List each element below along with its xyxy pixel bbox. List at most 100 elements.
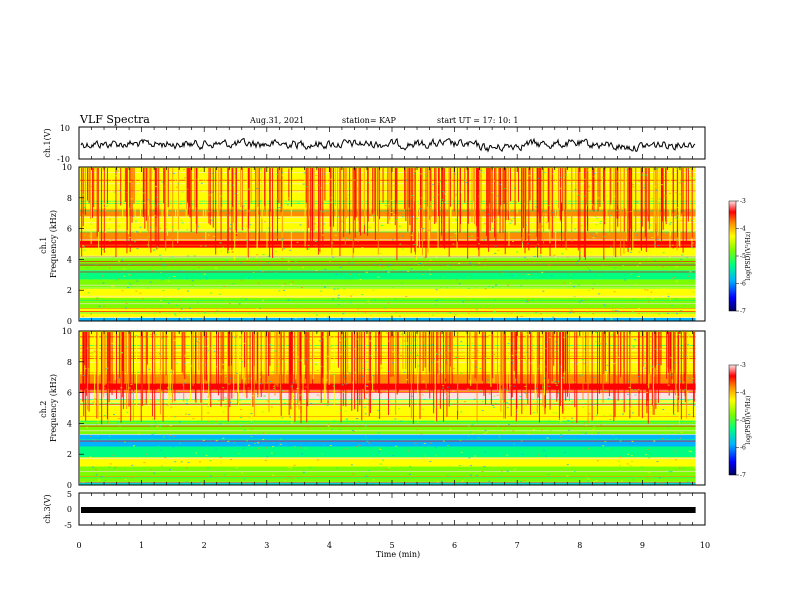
sferic-streak <box>395 332 397 415</box>
sferic-streak <box>342 332 344 406</box>
spectrogram-line <box>80 403 696 405</box>
spectrogram-speckle <box>476 475 479 477</box>
sferic-streak <box>643 332 645 367</box>
spectrogram-speckle <box>559 239 562 241</box>
spectrogram-speckle <box>423 257 426 259</box>
sferic-streak <box>140 332 142 422</box>
spectrogram-speckle <box>537 368 540 370</box>
spectrogram-speckle <box>140 188 143 190</box>
spectrogram-speckle <box>160 258 163 260</box>
spectrogram-speckle <box>543 377 546 379</box>
spectrogram-speckle <box>562 189 565 191</box>
spectrogram-speckle <box>314 436 317 438</box>
spectrogram-speckle <box>505 271 508 273</box>
spectrogram-speckle <box>688 414 691 416</box>
spectrogram-speckle <box>660 458 663 460</box>
ch2-spectrogram-channel-tspan: ch.2 <box>39 401 48 418</box>
spectrogram-speckle <box>301 358 304 360</box>
sferic-streak <box>450 332 452 378</box>
sferic-streak <box>200 332 202 403</box>
sferic-streak <box>290 168 292 255</box>
spectrogram-speckle <box>437 334 440 336</box>
sferic-streak <box>665 168 667 222</box>
sferic-streak <box>88 332 90 369</box>
spectrogram-speckle <box>412 366 415 368</box>
spectrogram-speckle <box>94 439 97 441</box>
spectrogram-speckle <box>436 183 439 185</box>
sferic-streak <box>466 332 468 388</box>
spectrogram-speckle <box>281 417 284 419</box>
spectrogram-speckle <box>530 196 533 198</box>
spectrogram-speckle <box>130 384 133 386</box>
spectrogram-speckle <box>114 317 117 319</box>
spectrogram-speckle <box>455 357 458 359</box>
spectrogram-line <box>80 371 696 373</box>
spectrogram-speckle <box>93 168 96 170</box>
sferic-streak <box>655 332 657 366</box>
spectrogram-speckle <box>679 193 682 195</box>
sferic-streak <box>513 332 515 372</box>
spectrogram-speckle <box>679 335 682 337</box>
spectrogram-speckle <box>297 202 300 204</box>
sferic-streak <box>165 332 167 376</box>
spectrogram-speckle <box>219 456 222 458</box>
spectrogram-speckle <box>419 208 422 210</box>
sferic-streak <box>450 168 452 222</box>
spectrogram-speckle <box>521 242 524 244</box>
spectrogram-speckle <box>275 250 278 252</box>
spectrogram-speckle <box>258 376 261 378</box>
spectrogram-speckle <box>130 477 133 479</box>
spectrogram-speckle <box>574 189 577 191</box>
spectrogram-speckle <box>527 274 530 276</box>
spectrogram-speckle <box>213 235 216 237</box>
spectrogram-speckle <box>520 440 523 442</box>
spectrogram-speckle <box>472 264 475 266</box>
spectrogram-speckle <box>327 423 330 425</box>
spectrogram-speckle <box>379 264 382 266</box>
spectrogram-speckle <box>132 418 135 420</box>
spectrogram-speckle <box>245 239 248 241</box>
spectrogram-speckle <box>185 467 188 469</box>
spectrogram-speckle <box>445 359 448 361</box>
spectrogram-speckle <box>553 254 556 256</box>
spectrogram-speckle <box>334 234 337 236</box>
spectrogram-line <box>80 316 696 318</box>
spectrogram-speckle <box>444 201 447 203</box>
spectrogram-speckle <box>595 480 598 482</box>
spectrogram-speckle <box>378 451 381 453</box>
spectrogram-speckle <box>339 340 342 342</box>
spectrogram-line <box>80 336 696 338</box>
spectrogram-speckle <box>477 437 480 439</box>
sferic-streak <box>288 332 290 416</box>
spectrogram-speckle <box>86 347 89 349</box>
sferic-streak <box>255 332 257 381</box>
spectrogram-speckle <box>566 256 569 258</box>
sferic-streak <box>648 332 650 389</box>
spectrogram-speckle <box>96 297 99 299</box>
spectrogram-speckle <box>364 312 367 314</box>
sferic-streak <box>277 168 279 242</box>
spectrogram-speckle <box>151 237 154 239</box>
spectrogram-speckle <box>251 395 254 397</box>
spectrogram-speckle <box>595 232 598 234</box>
spectrogram-speckle <box>339 429 342 431</box>
sferic-streak <box>609 168 611 236</box>
spectrogram-speckle <box>386 332 389 334</box>
spectrogram-line <box>80 440 696 442</box>
spectrogram-speckle <box>593 172 596 174</box>
spectrogram-speckle <box>592 313 595 315</box>
spectrogram-speckle <box>494 402 497 404</box>
spectrogram-speckle <box>548 248 551 250</box>
sferic-streak <box>475 168 477 227</box>
spectrogram-speckle <box>347 402 350 404</box>
spectrogram-speckle <box>391 239 394 241</box>
spectrogram-speckle <box>660 483 663 485</box>
spectrogram-speckle <box>240 443 243 445</box>
spectrogram-speckle <box>262 271 265 273</box>
sferic-streak <box>547 332 549 379</box>
spectrogram-speckle <box>107 228 110 230</box>
spectrogram-speckle <box>594 216 597 218</box>
ch1-waveform-panel: 10 -10 ch.1(V) <box>43 124 706 164</box>
spectrogram-speckle <box>200 170 203 172</box>
